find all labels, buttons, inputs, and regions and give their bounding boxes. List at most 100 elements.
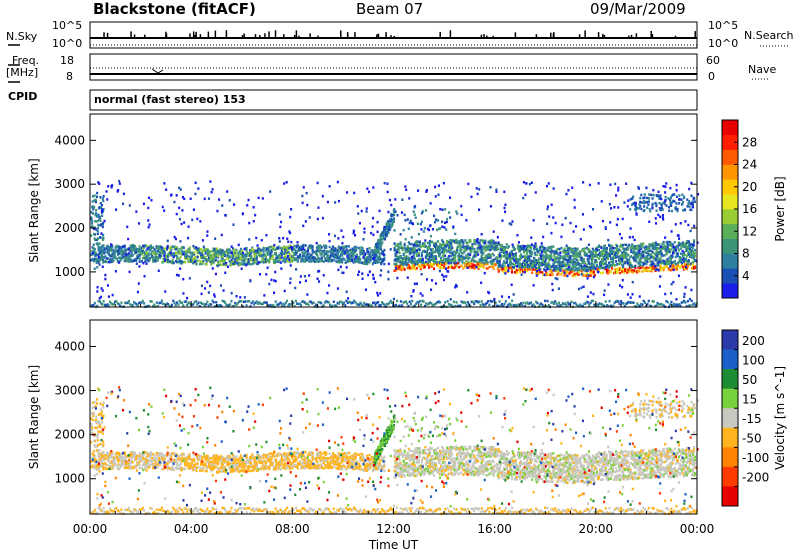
power-cell [534,251,537,254]
power-cell [260,248,263,252]
power-cell [465,304,468,307]
power-cell [518,258,521,262]
power-cell [481,252,484,256]
power-cell [326,256,329,260]
power-cell [203,304,206,307]
power-cell [217,251,220,255]
power-cell [106,244,109,248]
power-cell [546,299,549,303]
power-cell [312,301,315,304]
power-cell [99,236,102,239]
power-cell [256,244,259,247]
power-cell [559,256,562,260]
power-cell [623,270,626,273]
power-cell [114,246,117,249]
power-cell [299,254,302,258]
power-cell [498,243,501,247]
power-cell [646,257,649,261]
power-cell [197,249,200,253]
power-cell [212,254,215,258]
power-cell [245,249,248,253]
power-cell [404,300,407,303]
power-cell [188,247,191,251]
power-cell [179,260,182,263]
power-cell [458,256,461,260]
power-cell [95,220,98,223]
power-cell [123,246,126,249]
power-cell [264,247,267,250]
power-cell [198,262,201,266]
power-cell [194,261,197,265]
power-cell [357,257,360,261]
power-cell [270,257,273,260]
power-cell [263,261,266,264]
power-cell [315,259,318,262]
power-cell [300,259,303,262]
power-cell [439,207,442,211]
power-cell [641,244,644,248]
power-cell [144,252,147,256]
power-cell [112,259,115,262]
power-cell [637,255,640,259]
power-cell [490,242,493,245]
power-cell [661,254,664,257]
power-cell [91,257,94,261]
power-cell [152,260,155,263]
power-cell [659,245,662,248]
power-cell [662,242,665,246]
power-cell [517,268,520,271]
power-cell [333,259,336,262]
power-cell [149,247,152,250]
power-cell [679,247,682,250]
power-cell [574,257,577,260]
power-cell [691,243,694,246]
power-cell [656,301,659,305]
power-cell [200,301,203,304]
power-cell [142,202,145,206]
power-cell [548,246,551,249]
power-cell [694,254,697,258]
power-cell [213,254,216,257]
power-cell [569,247,572,250]
power-cell [185,252,188,255]
power-cell [249,249,252,252]
power-cell [435,257,438,260]
power-cell [390,203,393,207]
power-cell [310,260,313,263]
power-cell [646,255,649,258]
power-cell [301,251,304,254]
power-cell [319,244,322,247]
power-cell [534,253,537,256]
power-cell [373,254,376,258]
power-cell [272,245,275,248]
power-cell [337,246,340,250]
power-cell [251,247,254,250]
power-cell [410,236,413,239]
power-cell [351,252,354,255]
power-cell [180,249,183,253]
power-cell [583,264,586,267]
power-cell [147,246,150,249]
power-cell [196,256,199,259]
power-cell [502,260,505,263]
power-cell [363,301,366,305]
power-cell [488,303,491,307]
power-cell [438,263,441,266]
power-cell [241,259,244,262]
power-cell [270,250,273,254]
power-cell [657,261,660,265]
power-cell [587,261,590,264]
power-cell [613,271,616,275]
power-cell [668,256,671,259]
power-cell [461,301,464,304]
nsearch-tick-bottom: 10^0 [708,37,739,50]
power-cell [106,246,109,249]
power-cell [605,264,608,267]
power-cell [366,262,369,266]
power-cell [357,246,360,250]
power-cell [531,304,534,307]
power-cell [501,267,504,271]
cpid-panel [89,89,698,111]
power-cell [330,247,333,251]
power-cell [592,265,595,268]
